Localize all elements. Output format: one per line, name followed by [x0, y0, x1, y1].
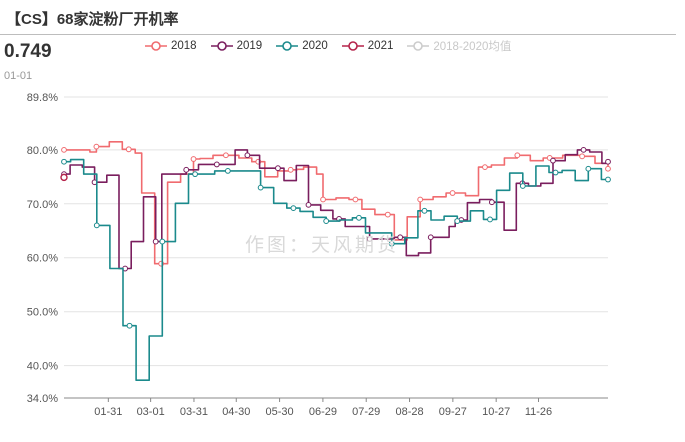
series-line-2019 — [64, 149, 609, 270]
series-point-2020 — [290, 205, 297, 212]
series-point-2019 — [183, 166, 190, 173]
series-point-2020 — [257, 184, 264, 191]
series-point-2020 — [356, 214, 362, 221]
legend-line-circle-icon — [210, 41, 233, 51]
x-tick-label: 05-30 — [266, 406, 294, 418]
legend-item-2018-2020均值[interactable]: 2018-2020均值 — [407, 38, 511, 54]
series-point-2020 — [61, 158, 67, 165]
series-point-2018 — [482, 164, 488, 171]
series-point-2019 — [366, 235, 373, 242]
series-point-2019 — [152, 238, 159, 245]
x-tick-label: 03-01 — [137, 406, 165, 418]
series-point-2020 — [224, 168, 231, 174]
series-point-2020 — [519, 183, 526, 189]
series-point-2018 — [61, 146, 67, 153]
y-tick-label: 60.0% — [27, 253, 58, 265]
series-point-2018 — [605, 165, 611, 172]
y-tick-label: 70.0% — [27, 199, 58, 211]
series-point-2018 — [384, 211, 391, 218]
series-point-2019 — [213, 161, 220, 168]
x-tick-label: 08-28 — [395, 406, 423, 418]
y-tick-label: 34.0% — [27, 393, 58, 405]
series-point-2018 — [287, 166, 294, 173]
current-value: 0.749 — [4, 41, 52, 62]
y-tick-label: 40.0% — [27, 361, 58, 373]
series-point-2019 — [427, 234, 434, 241]
legend-label: 2020 — [302, 40, 328, 52]
series-point-2018 — [125, 146, 132, 153]
title-divider — [0, 34, 676, 35]
series-line-2018 — [64, 141, 609, 265]
y-tick-label: 80.0% — [27, 145, 58, 157]
series-point-2018 — [93, 143, 100, 150]
series-point-2018 — [223, 152, 229, 159]
x-tick-label: 10-27 — [482, 406, 510, 418]
legend-label: 2019 — [236, 40, 263, 52]
series-point-2020 — [126, 322, 133, 329]
series-point-2020 — [605, 176, 611, 183]
series-point-2018 — [417, 196, 424, 203]
x-tick-label: 09-27 — [439, 406, 467, 418]
x-tick-label: 04-30 — [222, 406, 250, 418]
series-point-2019 — [275, 165, 281, 172]
y-tick-label: 89.8% — [27, 92, 58, 104]
series-point-2020 — [454, 218, 461, 224]
series-point-2018 — [352, 196, 359, 203]
series-point-2020 — [552, 169, 559, 176]
series-point-2020 — [487, 216, 493, 223]
series-point-2020 — [421, 207, 428, 214]
series-point-2018 — [449, 190, 456, 196]
series-point-2018 — [320, 196, 326, 203]
legend-line-circle-icon — [276, 41, 299, 51]
series-point-2019 — [244, 152, 251, 159]
series-line-2020 — [64, 158, 608, 381]
x-tick-label: 01-31 — [94, 406, 122, 418]
chart-legend: 2018 2019 2020 2021 2018-2020均值 — [145, 38, 511, 54]
x-tick-label: 03-31 — [180, 406, 208, 418]
series-point-2019 — [605, 158, 611, 165]
x-tick-label: 06-29 — [309, 406, 337, 418]
chart-title: 【CS】68家淀粉厂开机率 — [6, 11, 179, 28]
legend-line-circle-icon — [407, 41, 430, 51]
series-point-2020 — [323, 218, 330, 224]
series-point-2019 — [550, 157, 556, 164]
series-point-2019 — [580, 146, 587, 153]
legend-line-circle-icon — [145, 41, 167, 51]
legend-line-circle-icon — [341, 41, 364, 51]
series-point-2018 — [190, 156, 197, 162]
legend-item-2019[interactable]: 2019 — [210, 38, 263, 54]
legend-label: 2018 — [171, 40, 197, 52]
series-point-2019 — [397, 234, 404, 241]
legend-label: 2018-2020均值 — [433, 41, 512, 53]
series-point-2021 — [60, 173, 68, 182]
legend-item-2020[interactable]: 2020 — [276, 38, 328, 54]
series-point-2018 — [514, 152, 521, 159]
series-point-2020 — [192, 171, 198, 178]
series-point-2018 — [579, 153, 585, 160]
series-point-2020 — [93, 222, 100, 229]
series-point-2019 — [488, 199, 495, 206]
legend-item-2018[interactable]: 2018 — [145, 38, 197, 54]
legend-label: 2021 — [367, 40, 394, 52]
legend-item-2021[interactable]: 2021 — [341, 38, 394, 54]
x-tick-label: 11-26 — [525, 406, 552, 418]
series-point-2020 — [159, 238, 166, 245]
series-point-2020 — [585, 165, 592, 172]
x-tick-label: 07-29 — [352, 406, 380, 418]
series-point-2019 — [305, 201, 312, 208]
series-point-2020 — [388, 240, 395, 247]
current-date: 01-01 — [4, 70, 33, 82]
y-tick-label: 50.0% — [27, 307, 58, 319]
